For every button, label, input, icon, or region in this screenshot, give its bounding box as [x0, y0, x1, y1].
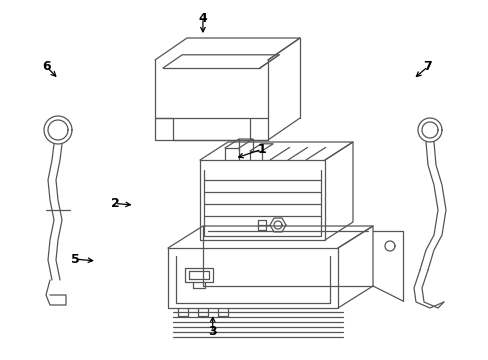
- Text: 2: 2: [110, 197, 119, 210]
- Text: 5: 5: [71, 253, 80, 266]
- Text: 3: 3: [208, 325, 217, 338]
- Text: 4: 4: [198, 12, 207, 24]
- Text: 1: 1: [257, 143, 265, 156]
- Text: 7: 7: [423, 60, 431, 73]
- Text: 6: 6: [42, 60, 51, 73]
